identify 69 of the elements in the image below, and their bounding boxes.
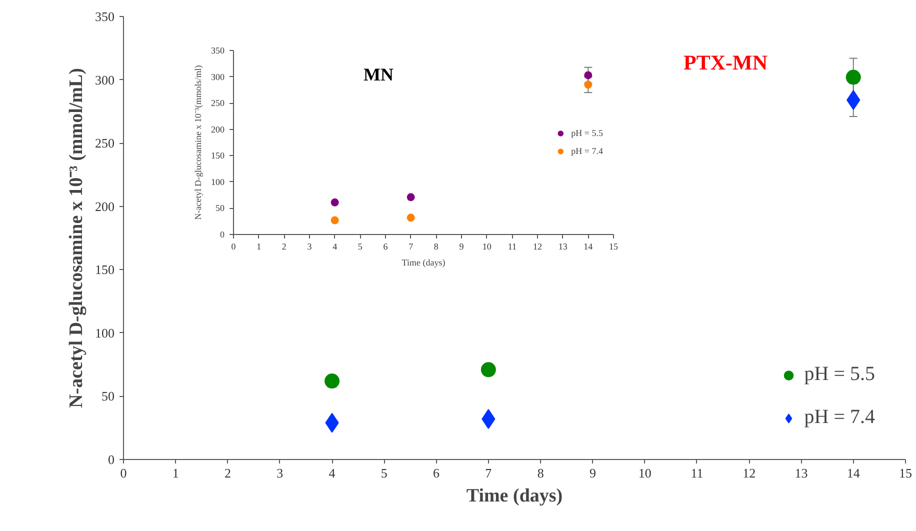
y-tick-label: 100 xyxy=(211,176,225,187)
x-axis-title: Time (days) xyxy=(466,486,563,506)
y-tick-label: 0 xyxy=(220,230,225,240)
y-tick-label: 350 xyxy=(95,9,114,24)
y-tick-label: 250 xyxy=(95,136,114,151)
point xyxy=(482,409,496,429)
x-tick-label: 0 xyxy=(231,242,236,252)
y-tick-label: 300 xyxy=(95,72,114,88)
point xyxy=(480,362,496,378)
x-tick-label: 12 xyxy=(533,242,542,252)
x-tick-label: 8 xyxy=(537,466,544,480)
text: PTX-MN xyxy=(684,50,768,74)
x-tick-label: 10 xyxy=(638,466,652,480)
x-tick-label: 13 xyxy=(794,466,808,480)
x-tick-label: 5 xyxy=(358,242,363,252)
y-tick-label: 250 xyxy=(211,98,225,108)
y-tick-label: 200 xyxy=(95,198,114,214)
x-tick-label: 10 xyxy=(482,242,492,252)
point xyxy=(330,216,339,224)
y-axis-title: N-acetyl D-glucosamine x 10⁻³(mmols/ml) xyxy=(193,65,203,220)
x-tick-label: 13 xyxy=(558,242,568,252)
point xyxy=(406,214,415,222)
y-tick-label: 150 xyxy=(211,150,225,161)
x-tick-label: 4 xyxy=(332,242,338,252)
x-tick-label: 0 xyxy=(120,466,127,480)
y-tick-label: 0 xyxy=(108,452,114,467)
point xyxy=(846,70,861,85)
y-tick-label: 300 xyxy=(211,72,225,82)
legend-label: pH = 7.4 xyxy=(571,146,603,156)
x-tick-label: 9 xyxy=(589,466,596,480)
x-tick-label: 7 xyxy=(485,466,492,480)
point xyxy=(330,198,339,206)
x-tick-label: 3 xyxy=(307,242,312,252)
y-tick-label: 350 xyxy=(211,46,225,56)
point xyxy=(584,71,592,80)
x-tick-label: 14 xyxy=(584,242,594,252)
x-tick-label: 1 xyxy=(172,466,179,480)
y-tick-label: 100 xyxy=(95,325,114,340)
point xyxy=(846,90,860,110)
x-tick-label: 15 xyxy=(899,466,912,480)
legend-label: pH = 5.5 xyxy=(804,363,875,386)
legend-label: pH = 5.5 xyxy=(571,128,603,138)
point xyxy=(584,80,592,89)
legend-label: pH = 7.4 xyxy=(804,406,875,429)
y-tick-label: 50 xyxy=(102,388,114,404)
x-tick-label: 11 xyxy=(690,466,704,480)
x-tick-label: 6 xyxy=(383,242,388,252)
x-tick-label: 9 xyxy=(459,242,464,252)
y-axis-title: N-acetyl D-glucosamine x 10⁻³ (mmol/mL) xyxy=(66,68,87,408)
x-tick-label: 2 xyxy=(224,466,232,480)
x-tick-label: 6 xyxy=(433,466,440,480)
x-tick-label: 5 xyxy=(380,466,388,480)
x-tick-label: 1 xyxy=(256,242,262,252)
x-tick-label: 7 xyxy=(408,242,414,252)
y-tick-label: 150 xyxy=(95,262,114,278)
y-tick-label: 50 xyxy=(216,203,225,214)
x-axis-title: Time (days) xyxy=(402,258,446,268)
text: MN xyxy=(364,64,394,84)
point xyxy=(324,374,340,389)
x-tick-label: 15 xyxy=(609,242,618,252)
x-tick-label: 12 xyxy=(742,466,756,480)
x-tick-label: 2 xyxy=(282,242,286,252)
x-tick-label: 11 xyxy=(508,242,517,252)
point xyxy=(406,193,415,202)
x-tick-label: 8 xyxy=(434,242,439,252)
x-tick-label: 3 xyxy=(276,466,284,480)
y-tick-label: 200 xyxy=(211,124,225,134)
x-tick-label: 4 xyxy=(328,466,336,480)
x-tick-label: 14 xyxy=(846,466,860,480)
